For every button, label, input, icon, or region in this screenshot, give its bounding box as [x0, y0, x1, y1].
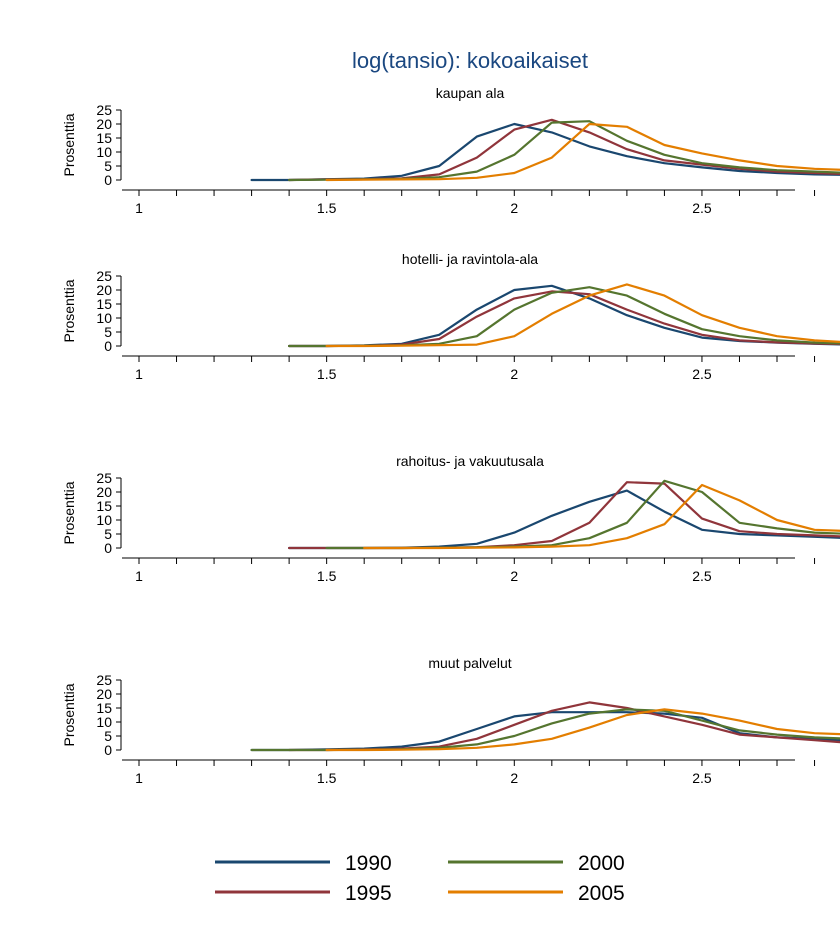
y-axis-label: Prosenttia [61, 683, 77, 746]
series-line-2005 [363, 483, 840, 550]
x-tick-label: 1.5 [317, 200, 337, 216]
y-tick-label: 5 [104, 158, 112, 174]
panel-title: kaupan ala [436, 85, 505, 101]
panel-title: rahoitus- ja vakuutusala [396, 453, 544, 469]
panel-1: kaupan ala0510152025Prosenttia11.522.533… [61, 85, 840, 216]
y-tick-label: 10 [96, 310, 112, 326]
y-tick-label: 15 [96, 296, 112, 312]
series-line-1990 [250, 122, 840, 182]
y-tick-label: 25 [96, 268, 112, 284]
y-tick-label: 0 [104, 540, 112, 556]
x-tick-label: 2.5 [692, 568, 712, 584]
y-axis-label: Prosenttia [61, 481, 77, 544]
legend-label-2000: 2000 [578, 852, 625, 875]
y-tick-label: 20 [96, 484, 112, 500]
x-tick-label: 1.5 [317, 568, 337, 584]
x-tick-label: 1 [135, 568, 143, 584]
x-tick-label: 1 [135, 366, 143, 382]
y-tick-label: 15 [96, 130, 112, 146]
series-line-2000 [288, 286, 840, 348]
x-tick-label: 1.5 [317, 366, 337, 382]
series-line-1995 [288, 290, 840, 348]
y-tick-label: 10 [96, 714, 112, 730]
x-tick-label: 2 [510, 200, 518, 216]
y-tick-label: 20 [96, 686, 112, 702]
series-line-2005 [325, 122, 840, 182]
legend: 1990 1995 2000 2005 [215, 852, 625, 905]
x-tick-label: 1 [135, 200, 143, 216]
y-tick-label: 25 [96, 470, 112, 486]
legend-label-1995: 1995 [345, 882, 392, 905]
y-axis-label: Prosenttia [61, 113, 77, 176]
y-tick-label: 10 [96, 512, 112, 528]
y-axis-label: Prosenttia [61, 279, 77, 342]
y-tick-label: 15 [96, 700, 112, 716]
series-line-1995 [288, 701, 840, 752]
y-tick-label: 25 [96, 672, 112, 688]
x-tick-label: 2.5 [692, 770, 712, 786]
x-tick-label: 2.5 [692, 366, 712, 382]
y-tick-label: 15 [96, 498, 112, 514]
y-tick-label: 5 [104, 526, 112, 542]
panel-title: hotelli- ja ravintola-ala [402, 251, 538, 267]
panel-title: muut palvelut [428, 655, 511, 671]
series-line-2000 [288, 120, 840, 182]
x-tick-label: 1 [135, 770, 143, 786]
legend-label-2005: 2005 [578, 882, 625, 905]
chart-title: log(tansio): kokoaikaiset [352, 48, 588, 73]
y-tick-label: 0 [104, 742, 112, 758]
series-line-2005 [325, 283, 840, 348]
x-tick-label: 2 [510, 366, 518, 382]
y-tick-label: 20 [96, 116, 112, 132]
y-tick-label: 25 [96, 102, 112, 118]
panels-group: kaupan ala0510152025Prosenttia11.522.533… [61, 85, 840, 786]
series-line-2005 [325, 708, 840, 752]
y-tick-label: 10 [96, 144, 112, 160]
y-tick-label: 5 [104, 324, 112, 340]
x-tick-label: 2 [510, 770, 518, 786]
series-line-1990 [288, 284, 840, 348]
y-tick-label: 20 [96, 282, 112, 298]
y-tick-label: 0 [104, 172, 112, 188]
x-tick-label: 2.5 [692, 200, 712, 216]
y-tick-label: 5 [104, 728, 112, 744]
x-tick-label: 1.5 [317, 770, 337, 786]
y-tick-label: 0 [104, 338, 112, 354]
legend-label-1990: 1990 [345, 852, 392, 875]
x-tick-label: 2 [510, 568, 518, 584]
series-line-1995 [288, 118, 840, 182]
